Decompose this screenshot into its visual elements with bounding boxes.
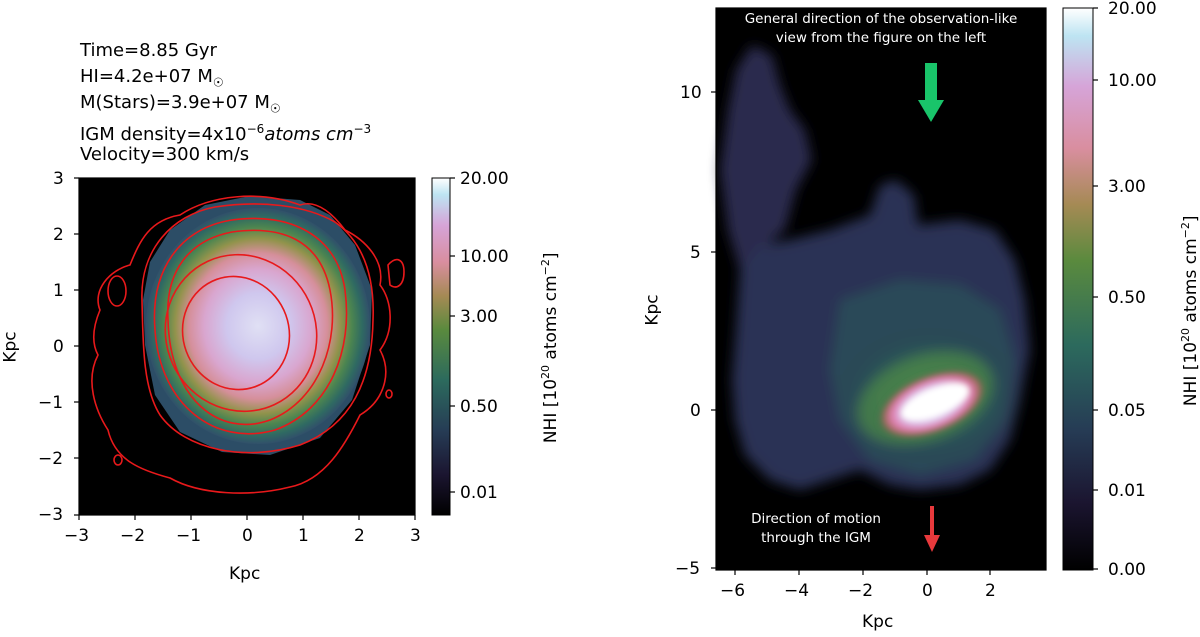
right-cbar-tick: 10.00	[1108, 71, 1157, 91]
left-xlabel: Kpc	[229, 564, 261, 584]
info-igm-density: IGM density=4x10−6atoms cm−3	[80, 122, 372, 145]
right-xlabel: Kpc	[862, 612, 894, 632]
left-cbar-tick: 10.00	[460, 247, 509, 267]
right-xtick: −2	[848, 581, 874, 601]
right-ytick: 10	[680, 83, 702, 103]
motion-direction-annotation: Direction of motion through the IGM	[751, 511, 881, 546]
right-cbar-tick: 0.05	[1108, 401, 1146, 421]
left-xtick: −1	[176, 526, 202, 546]
right-axes-frame	[715, 7, 1047, 571]
left-ytick: 3	[53, 169, 64, 189]
right-ylabel: Kpc	[642, 294, 663, 326]
right-tick-marks	[711, 91, 1046, 575]
info-velocity: Velocity=300 km/s	[80, 144, 250, 165]
right-ytick: 0	[690, 401, 701, 421]
right-cbar-tick: 0.01	[1108, 481, 1146, 501]
left-ytick: 2	[53, 225, 64, 245]
right-ytick: −5	[675, 559, 701, 579]
left-colorbar-ticks	[450, 177, 455, 493]
observation-arrow	[918, 63, 944, 122]
left-ytick: −2	[38, 449, 64, 469]
left-ytick: 1	[53, 281, 64, 301]
left-colorbar-label: NHI [1020 atoms cm−2]	[539, 252, 561, 444]
left-xtick: −3	[64, 526, 90, 546]
left-cbar-tick: 0.01	[460, 483, 498, 503]
left-ytick: −1	[38, 393, 64, 413]
left-ytick: −3	[38, 505, 64, 525]
right-colorbar-label: NHI [1020 atoms cm−2]	[1179, 215, 1200, 407]
left-disk	[146, 208, 370, 444]
left-colorbar	[431, 177, 451, 516]
right-colorbar	[1062, 7, 1094, 571]
right-core	[877, 368, 987, 440]
left-contours	[91, 195, 405, 494]
right-ytick: 5	[690, 243, 701, 263]
left-cbar-tick: 20.00	[460, 169, 509, 189]
right-xtick: 0	[922, 581, 933, 601]
right-plot-area	[711, 7, 1098, 575]
right-cbar-tick: 0.00	[1108, 560, 1146, 580]
left-cbar-tick: 3.00	[460, 307, 498, 327]
info-hi-mass: HI=4.2e+07 M☉	[80, 66, 224, 90]
right-cbar-tick: 20.00	[1108, 0, 1157, 19]
motion-arrow	[924, 506, 940, 552]
right-xtick: 2	[985, 581, 996, 601]
left-plot-area	[74, 177, 455, 520]
left-ylabel: Kpc	[0, 331, 21, 363]
left-tick-marks	[74, 177, 416, 520]
right-colorbar-ticks	[1093, 7, 1098, 570]
right-xtick: −6	[720, 581, 746, 601]
info-stellar-mass: M(Stars)=3.9e+07 M☉	[80, 92, 281, 116]
left-xtick: 2	[354, 526, 365, 546]
observation-direction-annotation: General direction of the observation-lik…	[744, 11, 1018, 46]
left-ytick: 0	[53, 337, 64, 357]
info-time: Time=8.85 Gyr	[80, 40, 217, 61]
left-xtick: −2	[120, 526, 146, 546]
left-cbar-tick: 0.50	[460, 397, 498, 417]
left-xtick: 1	[298, 526, 309, 546]
right-cbar-tick: 3.00	[1108, 177, 1146, 197]
left-xtick: 0	[242, 526, 253, 546]
right-cbar-tick: 0.50	[1108, 288, 1146, 308]
right-xtick: −4	[784, 581, 810, 601]
left-xtick: 3	[410, 526, 421, 546]
